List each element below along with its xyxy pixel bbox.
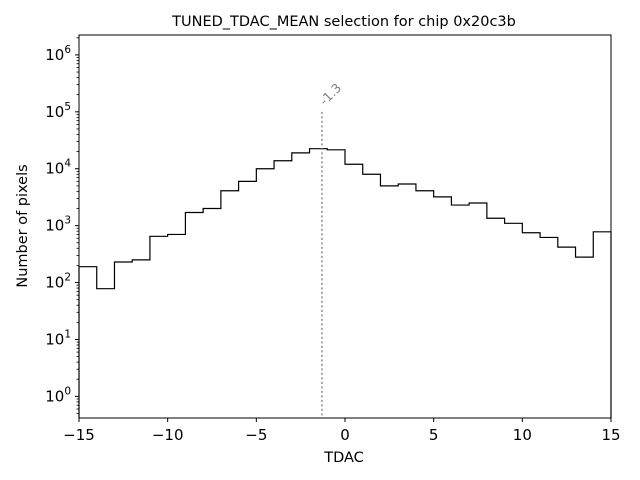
x-tick-label: 0	[340, 426, 350, 444]
x-tick-label: 10	[513, 426, 532, 444]
y-tick-label: 101	[45, 328, 71, 348]
histogram-steps	[78, 148, 612, 418]
y-tick-label: 103	[45, 215, 71, 235]
x-tick-label: 5	[429, 426, 439, 444]
y-tick-label: 105	[45, 101, 71, 121]
x-tick-label: −5	[245, 426, 267, 444]
x-tick-label: 15	[601, 426, 620, 444]
x-tick-label: −10	[152, 426, 184, 444]
y-tick-label: 100	[45, 385, 71, 405]
y-tick-label: 106	[45, 44, 71, 64]
x-axis-label: TDAC	[323, 450, 364, 466]
y-tick-label: 104	[45, 158, 71, 178]
y-tick-label: 102	[45, 272, 71, 292]
chart-title: TUNED_TDAC_MEAN selection for chip 0x20c…	[171, 14, 516, 30]
y-axis-label: Number of pixels	[15, 164, 31, 287]
x-tick-label: −15	[63, 426, 95, 444]
